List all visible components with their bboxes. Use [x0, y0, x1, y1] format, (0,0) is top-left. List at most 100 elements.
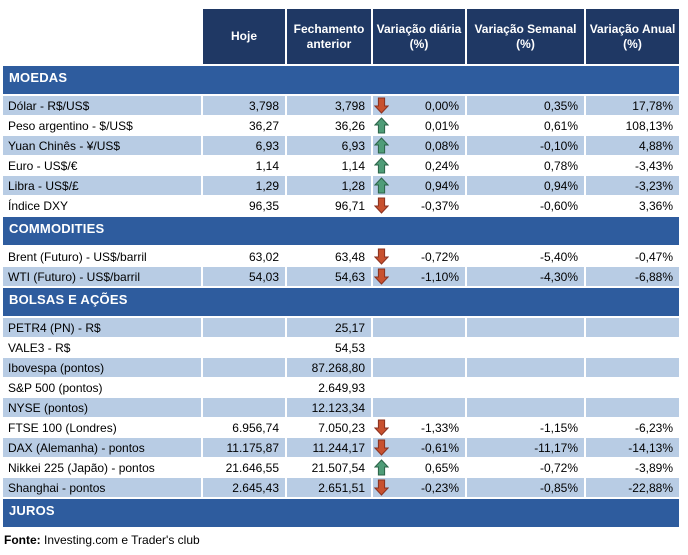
cell-variacao-anual: [586, 378, 679, 397]
cell-hoje: 54,03: [203, 267, 285, 286]
table-row: DAX (Alemanha) - pontos 11.175,87 11.244,1…: [3, 438, 679, 457]
row-label: VALE3 - R$: [3, 338, 201, 357]
cell-variacao-semanal: [467, 358, 584, 377]
cell-hoje: 63,02: [203, 247, 285, 266]
down-arrow-icon: [374, 419, 389, 436]
column-header-variacao-anual: Variação Anual (%): [586, 9, 679, 64]
cell-variacao-semanal: -11,17%: [467, 438, 584, 457]
table-row: Euro - US$/€ 1,14 1,14 0,24% 0,78% -3,43%: [3, 156, 679, 175]
cell-variacao-diaria: [373, 398, 465, 417]
cell-variacao-anual: [586, 398, 679, 417]
down-arrow-icon: [374, 248, 389, 265]
cell-fechamento-anterior: 12.123,34: [287, 398, 371, 417]
cell-variacao-anual: -22,88%: [586, 478, 679, 497]
row-label: NYSE (pontos): [3, 398, 201, 417]
row-label: PETR4 (PN) - R$: [3, 318, 201, 337]
row-label: DAX (Alemanha) - pontos: [3, 438, 201, 457]
down-arrow-icon: [374, 197, 389, 214]
row-label: Índice DXY: [3, 196, 201, 215]
row-label: Brent (Futuro) - US$/barril: [3, 247, 201, 266]
table-row: NYSE (pontos) 12.123,34: [3, 398, 679, 417]
table-row: VALE3 - R$ 54,53: [3, 338, 679, 357]
cell-hoje: 96,35: [203, 196, 285, 215]
cell-fechamento-anterior: 2.649,93: [287, 378, 371, 397]
variacao-diaria-value: -1,10%: [420, 269, 459, 284]
cell-variacao-diaria: 0,00%: [373, 96, 465, 115]
row-label: FTSE 100 (Londres): [3, 418, 201, 437]
cell-variacao-diaria: 0,94%: [373, 176, 465, 195]
cell-variacao-semanal: [467, 398, 584, 417]
cell-hoje: 21.646,55: [203, 458, 285, 477]
variacao-diaria-value: 0,65%: [424, 460, 459, 475]
cell-variacao-diaria: 0,65%: [373, 458, 465, 477]
column-header-fechamento: Fechamento anterior: [287, 9, 371, 64]
cell-hoje: [203, 358, 285, 377]
table-row: PETR4 (PN) - R$ 25,17: [3, 318, 679, 337]
cell-fechamento-anterior: 1,14: [287, 156, 371, 175]
cell-variacao-anual: -6,23%: [586, 418, 679, 437]
up-arrow-icon: [374, 117, 389, 134]
cell-fechamento-anterior: 54,63: [287, 267, 371, 286]
cell-hoje: 36,27: [203, 116, 285, 135]
cell-variacao-semanal: 0,61%: [467, 116, 584, 135]
cell-fechamento-anterior: 36,26: [287, 116, 371, 135]
cell-variacao-anual: 108,13%: [586, 116, 679, 135]
cell-variacao-diaria: [373, 378, 465, 397]
table-row: WTI (Futuro) - US$/barril 54,03 54,63 -1,10…: [3, 267, 679, 286]
up-arrow-icon: [374, 137, 389, 154]
cell-fechamento-anterior: 11.244,17: [287, 438, 371, 457]
row-label: Ibovespa (pontos): [3, 358, 201, 377]
table-row: Ibovespa (pontos) 87.268,80: [3, 358, 679, 377]
source-text: Investing.com e Trader's club: [40, 533, 200, 547]
cell-variacao-semanal: -1,15%: [467, 418, 584, 437]
cell-variacao-diaria: -0,37%: [373, 196, 465, 215]
cell-variacao-semanal: -0,10%: [467, 136, 584, 155]
cell-variacao-diaria: [373, 338, 465, 357]
cell-hoje: 3,798: [203, 96, 285, 115]
variacao-diaria-value: 0,01%: [424, 118, 459, 133]
cell-fechamento-anterior: 63,48: [287, 247, 371, 266]
cell-variacao-diaria: -1,33%: [373, 418, 465, 437]
section-header-commodities: COMMODITIES: [3, 217, 679, 245]
variacao-diaria-value: -0,72%: [420, 249, 459, 264]
up-arrow-icon: [374, 157, 389, 174]
source-note: Fonte: Investing.com e Trader's club: [4, 533, 688, 547]
cell-variacao-diaria: [373, 318, 465, 337]
cell-variacao-semanal: -5,40%: [467, 247, 584, 266]
table-row: Libra - US$/£ 1,29 1,28 0,94% 0,94% -3,23%: [3, 176, 679, 195]
table-row: S&P 500 (pontos) 2.649,93: [3, 378, 679, 397]
cell-hoje: [203, 398, 285, 417]
row-label: Euro - US$/€: [3, 156, 201, 175]
cell-hoje: 2.645,43: [203, 478, 285, 497]
cell-variacao-anual: [586, 318, 679, 337]
cell-variacao-semanal: -0,85%: [467, 478, 584, 497]
variacao-diaria-value: 0,08%: [424, 138, 459, 153]
cell-fechamento-anterior: 3,798: [287, 96, 371, 115]
cell-variacao-anual: [586, 358, 679, 377]
cell-variacao-diaria: -0,72%: [373, 247, 465, 266]
cell-variacao-anual: [586, 338, 679, 357]
cell-variacao-diaria: -0,23%: [373, 478, 465, 497]
variacao-diaria-value: -0,61%: [420, 440, 459, 455]
header-corner: [3, 9, 201, 64]
row-label: Peso argentino - $/US$: [3, 116, 201, 135]
cell-fechamento-anterior: 6,93: [287, 136, 371, 155]
up-arrow-icon: [374, 177, 389, 194]
cell-variacao-semanal: -4,30%: [467, 267, 584, 286]
cell-variacao-diaria: -1,10%: [373, 267, 465, 286]
row-label: S&P 500 (pontos): [3, 378, 201, 397]
cell-variacao-semanal: 0,94%: [467, 176, 584, 195]
section-header-juros: JUROS: [3, 499, 679, 527]
cell-variacao-diaria: 0,01%: [373, 116, 465, 135]
cell-fechamento-anterior: 87.268,80: [287, 358, 371, 377]
source-label: Fonte:: [4, 533, 41, 547]
variacao-diaria-value: 0,00%: [424, 98, 459, 113]
cell-variacao-anual: -3,23%: [586, 176, 679, 195]
down-arrow-icon: [374, 479, 389, 496]
variacao-diaria-value: -0,23%: [420, 480, 459, 495]
variacao-diaria-value: 0,24%: [424, 158, 459, 173]
cell-fechamento-anterior: 25,17: [287, 318, 371, 337]
table-header: Hoje Fechamento anterior Variação diária…: [3, 9, 679, 64]
cell-hoje: 6.956,74: [203, 418, 285, 437]
